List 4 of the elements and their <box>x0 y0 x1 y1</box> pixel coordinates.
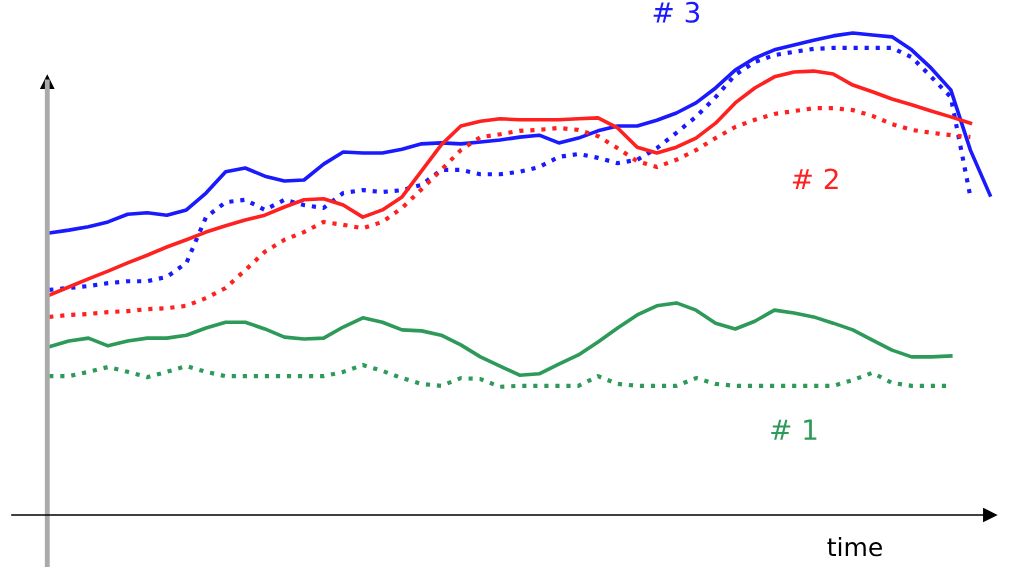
text: # 3 <box>653 1 700 23</box>
text: # 2 <box>792 168 838 190</box>
x-axis-title: time <box>827 537 882 557</box>
text: # 1 <box>771 419 817 440</box>
